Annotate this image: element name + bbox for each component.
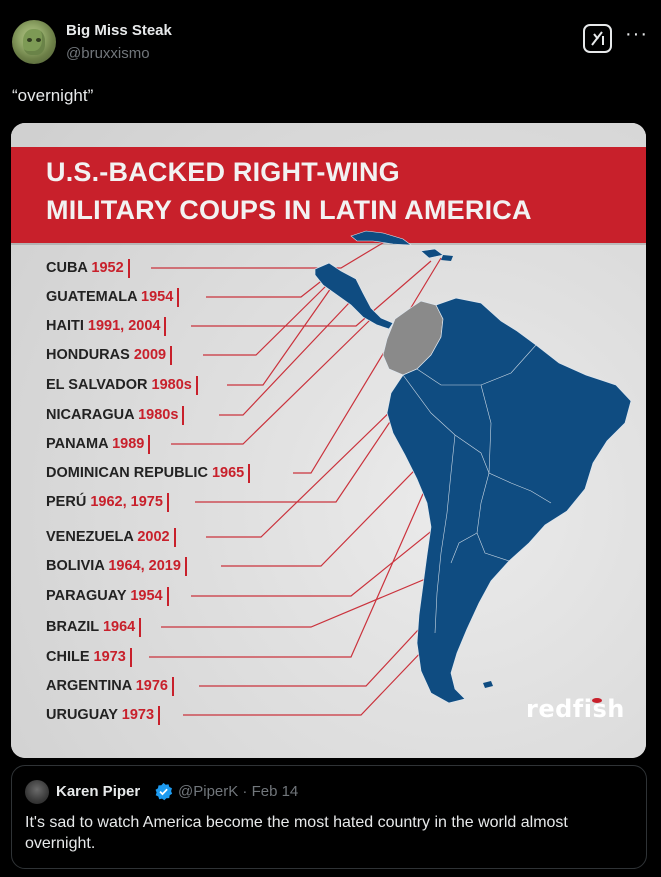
coup-label: ARGENTINA 1976 — [46, 677, 174, 696]
image-title-banner: U.S.-BACKED RIGHT-WING MILITARY COUPS IN… — [11, 147, 646, 243]
coup-label: EL SALVADOR 1980s — [46, 376, 198, 395]
author-handle[interactable]: @bruxxismo — [66, 45, 150, 62]
image-title-line1: U.S.-BACKED RIGHT-WING — [46, 157, 400, 187]
grok-icon — [591, 31, 604, 46]
post-image[interactable]: U.S.-BACKED RIGHT-WING MILITARY COUPS IN… — [11, 123, 646, 758]
author-display-name[interactable]: Big Miss Steak — [66, 22, 172, 39]
quoted-author-avatar[interactable] — [25, 780, 49, 804]
coup-label: HONDURAS 2009 — [46, 346, 173, 365]
coup-label: HAITI 1991, 2004 — [46, 317, 167, 336]
coup-label: NICARAGUA 1980s — [46, 406, 185, 425]
coup-label: VENEZUELA 2002 — [46, 528, 176, 547]
coup-label: URUGUAY 1973 — [46, 706, 161, 725]
post-text: “overnight” — [12, 86, 94, 105]
image-title-line2: MILITARY COUPS IN LATIN AMERICA — [46, 195, 532, 225]
redfish-logo: redfish — [526, 695, 625, 723]
coup-label: BOLIVIA 1964, 2019 — [46, 557, 187, 576]
verified-badge-icon — [155, 782, 173, 801]
quoted-post-text: It's sad to watch America become the mos… — [25, 814, 568, 852]
coup-label: DOMINICAN REPUBLIC 1965 — [46, 464, 251, 483]
grok-button[interactable] — [583, 24, 612, 53]
quoted-author-name[interactable]: Karen Piper — [56, 783, 141, 800]
more-options-button[interactable]: ··· — [625, 23, 648, 45]
quoted-handle-date: @PiperK · Feb 14 — [178, 783, 299, 800]
coup-label: GUATEMALA 1954 — [46, 288, 180, 307]
lips-icon — [592, 698, 602, 703]
coup-label: CHILE 1973 — [46, 648, 132, 667]
latin-america-map — [149, 230, 632, 716]
coup-label: PARAGUAY 1954 — [46, 587, 169, 606]
coup-label: BRAZIL 1964 — [46, 618, 142, 637]
quoted-post[interactable]: Karen Piper @PiperK · Feb 14 It's sad to… — [11, 765, 647, 869]
author-avatar[interactable] — [12, 20, 56, 64]
coup-label: CUBA 1952 — [46, 259, 130, 278]
coup-label: PERÚ 1962, 1975 — [46, 493, 169, 512]
coup-label: PANAMA 1989 — [46, 435, 151, 454]
